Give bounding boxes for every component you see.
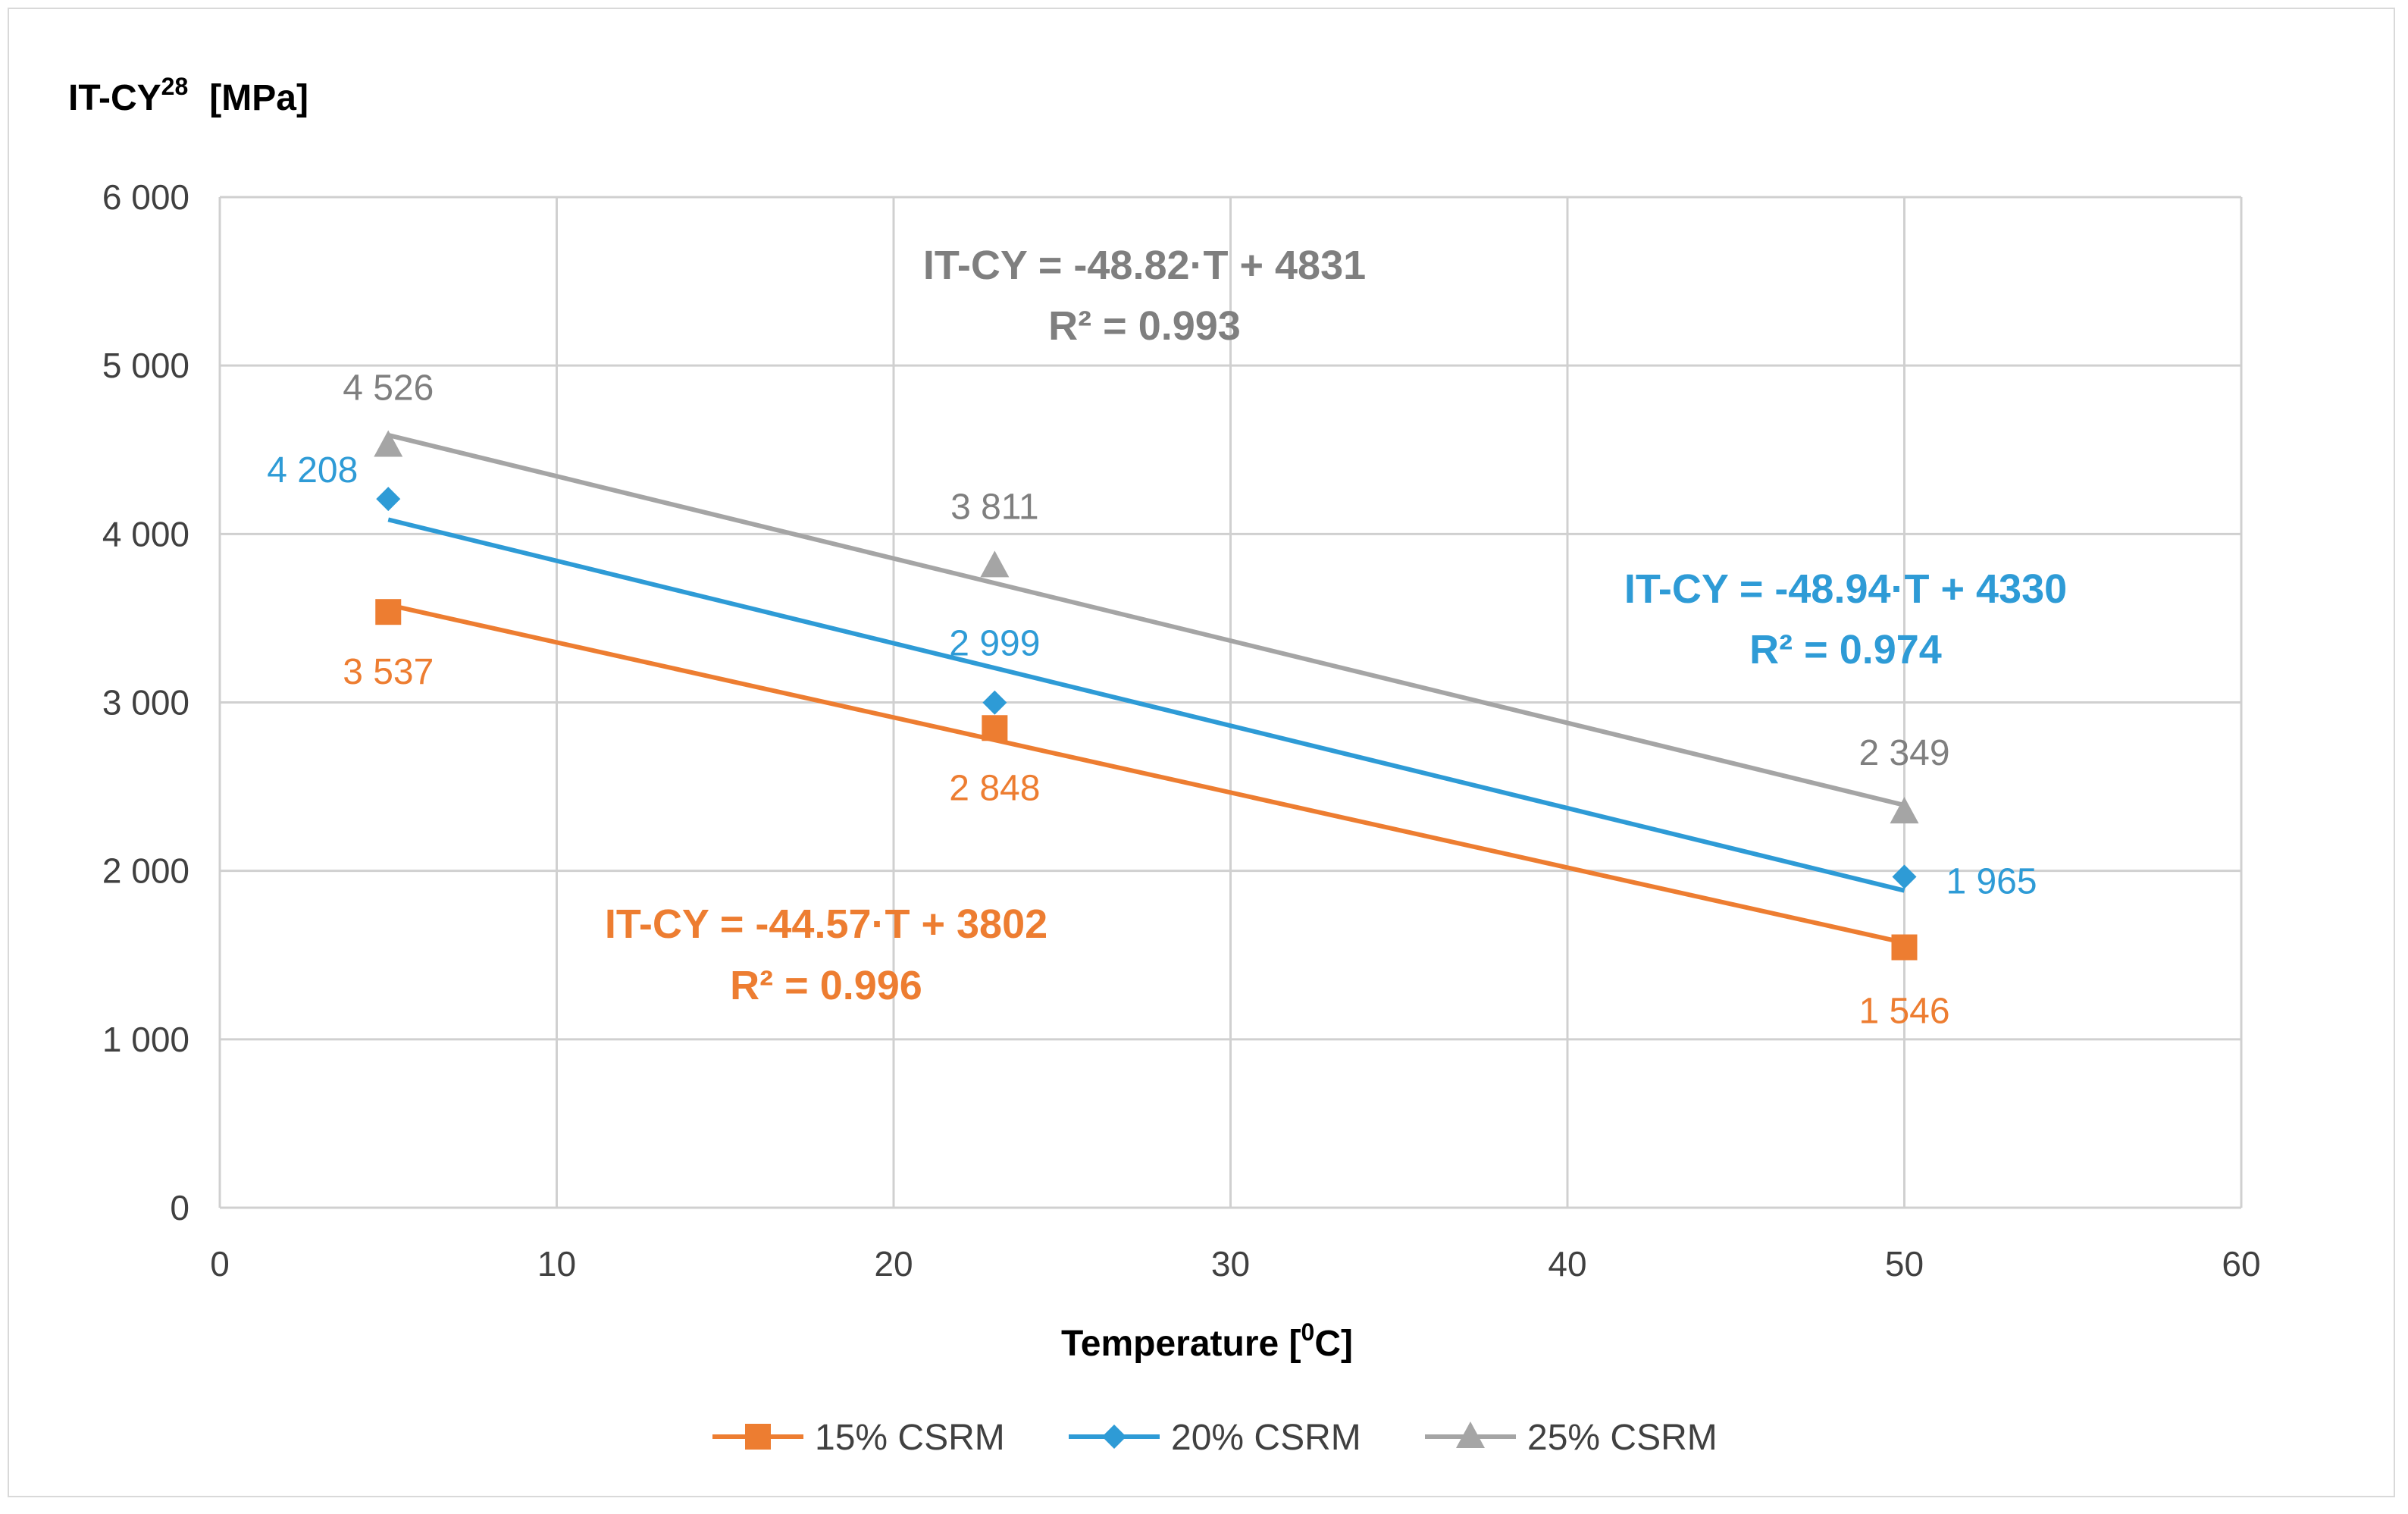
data-point <box>982 715 1008 741</box>
data-point <box>375 599 402 625</box>
trendline-r-squared: R² = 0.996 <box>730 963 922 1008</box>
y-tick-label: 1 000 <box>102 1020 189 1059</box>
legend-label: 25% CSRM <box>1527 1418 1718 1458</box>
trendline-equations: IT-CY = -44.57·T + 3802 R² = 0.996 IT-CY =… <box>605 243 2067 1008</box>
legend: 15% CSRM 20% CSRM 25% CSRM <box>712 1418 1718 1458</box>
legend-marker <box>745 1424 771 1450</box>
trendline-3 <box>387 433 1905 807</box>
tick-labels: 0 1 000 2 000 3 000 4 000 5 000 6 000 0 10 20 30 40… <box>102 177 2261 1284</box>
y-tick-label: 3 000 <box>102 683 189 723</box>
data-label: 2 999 <box>949 624 1040 664</box>
data-label: 1 546 <box>1858 992 1949 1032</box>
legend-item: 20% CSRM <box>1069 1418 1361 1458</box>
data-point <box>980 550 1010 578</box>
data-labels: 3 537 2 848 1 546 4 208 2 999 1 965 4 526 3 811… <box>267 368 2037 1031</box>
data-label: 1 965 <box>1946 861 2037 901</box>
y-axis-title: IT-CY28 [MPa] <box>68 73 308 118</box>
y-tick-label: 5 000 <box>102 346 189 385</box>
trendline-r-squared: R² = 0.993 <box>1048 303 1241 349</box>
x-tick-label: 40 <box>1548 1244 1586 1284</box>
data-label: 2 848 <box>949 768 1040 808</box>
data-label: 3 537 <box>343 652 434 692</box>
legend-item: 15% CSRM <box>712 1418 1005 1458</box>
data-point <box>376 487 401 512</box>
x-tick-label: 30 <box>1211 1244 1250 1284</box>
trendline-1 <box>387 602 1905 945</box>
x-tick-label: 50 <box>1885 1244 1924 1284</box>
legend-marker <box>1456 1422 1485 1448</box>
x-tick-label: 60 <box>2222 1244 2260 1284</box>
x-tick-label: 0 <box>210 1244 230 1284</box>
y-tick-label: 6 000 <box>102 177 189 217</box>
legend-label: 15% CSRM <box>815 1418 1005 1458</box>
x-tick-label: 10 <box>537 1244 576 1284</box>
trendlines <box>387 433 1905 945</box>
trendline-r-squared: R² = 0.974 <box>1749 627 1942 672</box>
trendline-2 <box>387 517 1905 893</box>
data-label: 2 349 <box>1858 733 1949 773</box>
y-tick-label: 0 <box>170 1188 189 1227</box>
chart-frame <box>8 8 2395 1497</box>
data-point <box>374 430 403 457</box>
grid-layer <box>218 196 2243 1209</box>
legend-item: 25% CSRM <box>1425 1418 1718 1458</box>
data-label: 4 526 <box>343 368 434 408</box>
trendline-equation: IT-CY = -44.57·T + 3802 <box>605 901 1047 947</box>
legend-label: 20% CSRM <box>1171 1418 1361 1458</box>
data-point <box>982 690 1007 715</box>
x-tick-label: 20 <box>874 1244 913 1284</box>
y-tick-label: 4 000 <box>102 514 189 553</box>
data-markers <box>374 430 1919 961</box>
data-label: 4 208 <box>267 450 358 491</box>
data-point <box>1890 797 1919 824</box>
data-point <box>1892 864 1917 889</box>
trendline-equation: IT-CY = -48.82·T + 4831 <box>923 243 1366 288</box>
legend-marker <box>1102 1425 1126 1449</box>
trendline-equation: IT-CY = -48.94·T + 4330 <box>1624 566 2067 612</box>
y-tick-label: 2 000 <box>102 851 189 891</box>
x-axis-title: Temperature [0C] <box>1061 1318 1353 1364</box>
data-point <box>1891 934 1918 961</box>
data-label: 3 811 <box>950 487 1039 527</box>
